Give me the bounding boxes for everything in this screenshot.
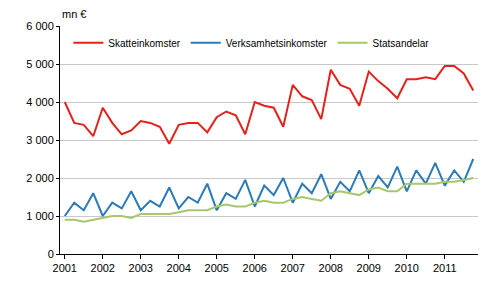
svg-text:mn €: mn € — [62, 8, 86, 20]
svg-text:5 000: 5 000 — [26, 58, 54, 70]
svg-text:Statsandelar: Statsandelar — [373, 38, 430, 49]
svg-text:2 000: 2 000 — [26, 172, 54, 184]
svg-text:2006: 2006 — [243, 262, 267, 274]
svg-text:0: 0 — [48, 248, 54, 260]
svg-text:2009: 2009 — [357, 262, 381, 274]
svg-text:2011: 2011 — [433, 262, 457, 274]
svg-text:2007: 2007 — [281, 262, 305, 274]
svg-text:2003: 2003 — [129, 262, 153, 274]
svg-text:2005: 2005 — [205, 262, 229, 274]
svg-text:4 000: 4 000 — [26, 96, 54, 108]
svg-text:6 000: 6 000 — [26, 20, 54, 32]
svg-text:Verksamhetsinkomster: Verksamhetsinkomster — [226, 38, 328, 49]
svg-text:2010: 2010 — [395, 262, 419, 274]
svg-text:1 000: 1 000 — [26, 210, 54, 222]
svg-text:2002: 2002 — [91, 262, 115, 274]
svg-text:2001: 2001 — [53, 262, 77, 274]
svg-text:3 000: 3 000 — [26, 134, 54, 146]
svg-text:2004: 2004 — [167, 262, 191, 274]
svg-text:2008: 2008 — [319, 262, 343, 274]
svg-text:Skatteinkomster: Skatteinkomster — [108, 38, 180, 49]
